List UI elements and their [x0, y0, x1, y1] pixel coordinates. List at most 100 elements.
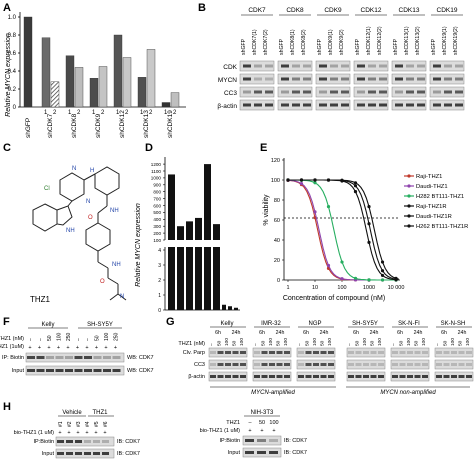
legend: Raji-THZ1 Daudi-THZ1 H282 BT111-THZ1 Raji-T…	[404, 174, 468, 230]
band	[341, 64, 349, 68]
band	[225, 351, 231, 354]
band	[378, 363, 384, 366]
band	[84, 356, 92, 359]
band	[210, 351, 216, 354]
group-header: CDK7	[248, 7, 266, 14]
band	[36, 356, 45, 359]
data-point	[353, 181, 358, 185]
data-point	[313, 178, 317, 182]
band	[363, 351, 369, 354]
bar-lower	[168, 247, 175, 310]
band	[269, 375, 275, 378]
band	[257, 451, 266, 454]
group-header: THZ1	[93, 410, 109, 416]
lane-value: 100	[327, 338, 333, 346]
band	[379, 77, 387, 81]
data-point	[380, 260, 385, 264]
row-label: bio-THZ1 (1 uM)	[14, 430, 55, 436]
bar-lower	[177, 247, 184, 310]
band	[363, 363, 369, 366]
cell-line: SH-SY5Y	[87, 322, 113, 328]
band	[298, 375, 304, 378]
legend-label: Raji-THZ1R	[416, 204, 447, 210]
wb-label: WB: CDK7	[127, 368, 154, 374]
y-tick-label: 400	[153, 217, 161, 222]
pair-label: 1	[44, 110, 48, 116]
band	[284, 351, 290, 354]
band	[217, 375, 224, 378]
legend-marker	[407, 224, 411, 228]
band	[27, 369, 35, 372]
lane-label: #5	[94, 421, 100, 427]
lane-value: 50	[261, 340, 267, 346]
lane-value: 250	[114, 332, 120, 341]
band	[55, 356, 64, 359]
group-header: CDK8	[286, 7, 304, 14]
blot-label: Input	[42, 451, 55, 457]
band	[298, 363, 304, 366]
band	[65, 356, 73, 359]
band	[46, 369, 54, 372]
x-tick-label: 1000	[363, 285, 375, 291]
time-label: 6h	[215, 330, 221, 336]
bar	[137, 77, 147, 108]
y-tick-label: 2	[158, 278, 161, 284]
band	[466, 363, 472, 366]
y-tick-label: 500	[153, 210, 161, 215]
band	[292, 77, 300, 81]
y-axis-label: Relative MYCN expression	[135, 203, 142, 287]
band	[75, 452, 82, 455]
band	[451, 363, 457, 366]
lane-value: 250	[66, 332, 72, 341]
legend-marker	[407, 184, 411, 188]
band	[417, 90, 425, 94]
group-header: CDK13	[399, 7, 420, 14]
band	[414, 363, 421, 366]
bar-lower	[195, 247, 202, 310]
band	[66, 440, 73, 443]
bar	[74, 67, 84, 108]
group-headers: CDK7 shGFP shCDK7(1) shCDK7(2) CDK8 shGFP shCD…	[241, 7, 463, 55]
band	[328, 363, 334, 366]
panel-h: H Vehicle THZ1#1+#2+#3+#4+#5+#6+bio-THZ1 …	[3, 401, 307, 459]
lane-value: –	[392, 343, 397, 346]
lane-label: shCDK8(2)	[301, 29, 307, 55]
band	[330, 103, 338, 107]
band	[417, 77, 425, 81]
dose-response-curve	[288, 179, 399, 281]
x-axis-label: Concentration of compound (nM)	[283, 295, 385, 302]
time-label: 6h	[259, 330, 265, 336]
band	[443, 375, 450, 378]
lane-value: 50	[458, 340, 464, 346]
lane-value: –	[348, 343, 353, 346]
band	[395, 90, 403, 94]
band	[392, 351, 398, 354]
bars	[168, 164, 238, 310]
band	[313, 363, 319, 366]
band	[341, 90, 349, 94]
band	[341, 103, 349, 107]
band	[368, 64, 376, 68]
band	[305, 363, 312, 366]
lane-label: #4	[85, 421, 91, 427]
panel-c: C Cl N N H	[3, 142, 127, 304]
band	[243, 103, 251, 107]
lane-label: shCDK19(1)	[442, 26, 448, 55]
bar	[122, 57, 132, 108]
band	[240, 351, 246, 354]
band	[399, 375, 406, 378]
band	[254, 363, 260, 366]
ib-label: IB: CDK7	[117, 451, 140, 457]
band	[422, 363, 428, 366]
lane-value: 100	[312, 338, 318, 346]
legend-label: H262 BT111-THZ1R	[416, 224, 468, 230]
band	[243, 77, 251, 81]
row-label: CC3	[194, 362, 205, 368]
bar	[50, 81, 60, 108]
y-tick-label: 0.2	[8, 87, 17, 93]
band	[84, 440, 91, 443]
time-label: 24h	[320, 330, 329, 336]
band	[265, 90, 273, 94]
bar-lower	[186, 247, 193, 310]
panel-label: G	[166, 316, 175, 328]
